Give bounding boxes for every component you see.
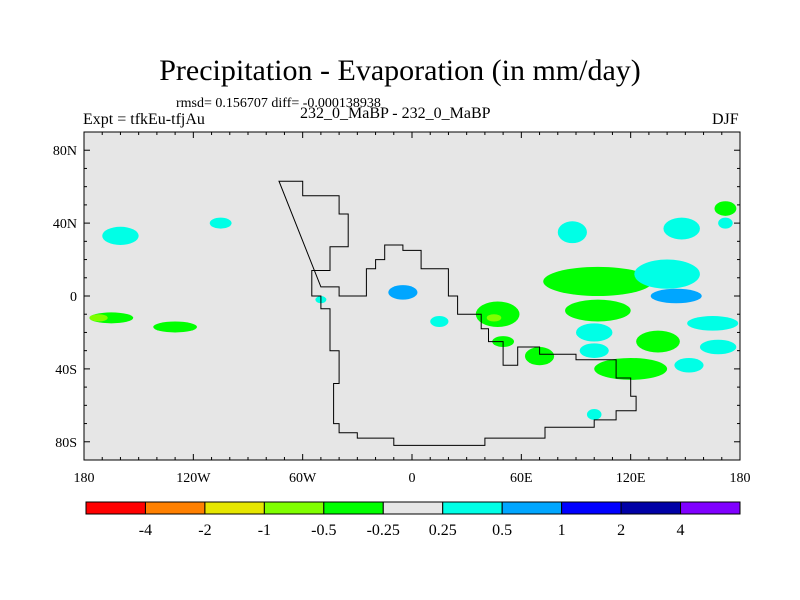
anomaly-patch [718,217,733,229]
x-tick-label: 60W [289,471,317,486]
case-label: 232_0_MaBP - 232_0_MaBP [300,105,491,122]
anomaly-patch [579,343,609,358]
colorbar-box [323,501,384,515]
y-tick-label: 40S [55,363,77,378]
colorbar-box [263,501,325,515]
colorbar-box [501,501,563,515]
anomaly-patch [634,259,700,289]
colorbar-box [85,501,146,515]
stats-line: rmsd= 0.156707 diff= -0.000138938 [176,96,381,111]
anomaly-patch [576,323,613,342]
colorbar-label: -4 [139,522,152,539]
continent-outline [278,180,637,446]
anomaly-patch [475,301,520,327]
anomaly-patch [594,357,668,380]
colorbar-label: 1 [558,522,566,539]
y-tick-label: 80N [53,144,77,159]
anomaly-patch [102,226,139,245]
colorbar-box [382,501,444,515]
anomaly-patch [557,221,587,244]
anomaly-patch [486,314,502,322]
x-tick-label: 180 [74,471,95,486]
anomaly-patch [714,201,737,216]
anomaly-patch [699,339,737,355]
anomaly-patch [388,285,418,300]
x-tick-label: 120W [176,471,211,486]
colorbar-label: -2 [198,522,211,539]
x-tick-label: 120E [616,471,646,486]
anomaly-patch [663,217,700,240]
y-tick-label: 80S [55,436,77,451]
colorbar-label: -1 [258,522,271,539]
y-tick-label: 0 [70,290,77,305]
x-tick-label: 180 [730,471,751,486]
x-tick-label: 0 [409,471,416,486]
colorbar-box [442,501,503,515]
anomaly-patch [543,266,653,296]
colorbar-box [561,501,622,515]
colorbar-label: 0.25 [429,522,457,539]
anomaly-patch [586,408,602,420]
colorbar-label: 2 [617,522,625,539]
colorbar: -4 -2 -1 -0.5 -0.25 0.25 0.5 1 2 4 [85,501,741,539]
anomaly-patch [636,330,680,353]
anomaly-patch [687,316,739,331]
experiment-label: Expt = tfkEu-tfjAu [83,111,205,128]
anomaly-patch [565,299,631,322]
x-tick-label: 60E [510,471,533,486]
anomaly-layer [89,201,739,420]
y-axis: 80N 40N 0 40S 80S [53,131,740,461]
colorbar-box [620,501,682,515]
anomaly-patch [524,347,555,366]
colorbar-label: -0.25 [367,522,400,539]
anomaly-patch [89,314,108,322]
anomaly-patch [430,316,449,327]
colorbar-box [204,501,265,515]
season-label: DJF [712,111,739,128]
x-axis: 180 120W 60W 0 60E 120E 180 [74,132,751,486]
chart-title: Precipitation - Evaporation (in mm/day) [159,54,641,87]
anomaly-patch [674,357,704,373]
colorbar-box [680,501,741,515]
colorbar-label: 0.5 [492,522,512,539]
continent-outline-layer [278,180,637,446]
anomaly-patch [153,321,197,333]
y-tick-label: 40N [53,217,77,232]
colorbar-label: -0.5 [311,522,336,539]
anomaly-patch [209,217,232,229]
anomaly-patch [650,288,702,304]
colorbar-box [144,501,206,515]
colorbar-label: 4 [677,522,685,539]
